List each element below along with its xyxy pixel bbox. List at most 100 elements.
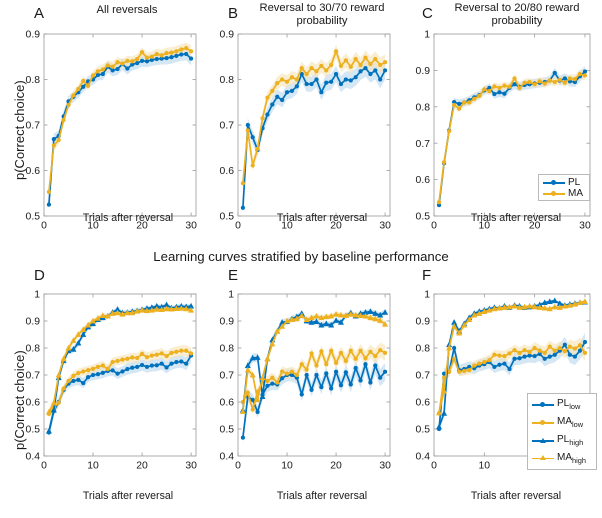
svg-text:0.5: 0.5 [416, 212, 431, 223]
svg-text:0.9: 0.9 [26, 317, 41, 328]
svg-text:0.4: 0.4 [416, 452, 431, 463]
svg-text:30: 30 [185, 221, 197, 232]
svg-text:0.7: 0.7 [220, 371, 235, 382]
panel-title-b: Reversal to 30/70 reward probability [259, 2, 385, 27]
svg-text:1: 1 [424, 290, 430, 301]
panel-letter-e: E [228, 267, 239, 284]
panel-letter-a: A [34, 5, 45, 22]
svg-text:30: 30 [379, 221, 391, 232]
svg-text:0.5: 0.5 [416, 425, 431, 436]
svg-text:0.9: 0.9 [220, 317, 235, 328]
svg-text:0.9: 0.9 [416, 66, 431, 77]
svg-text:0.9: 0.9 [26, 30, 41, 41]
svg-text:0.6: 0.6 [26, 398, 41, 409]
svg-text:0.6: 0.6 [220, 398, 235, 409]
svg-text:10: 10 [479, 221, 491, 232]
plot-panel-e: 0 10 20 30 0.4 0.5 0.6 0.7 0.8 0.9 1 [220, 290, 392, 472]
legend-bottom-label: PLhigh [557, 433, 584, 447]
legend-bottom-entry-mahigh[interactable]: MAhigh [532, 452, 592, 465]
svg-text:0.7: 0.7 [220, 121, 235, 132]
svg-text:0.5: 0.5 [220, 425, 235, 436]
panel-letter-d: D [34, 267, 45, 284]
svg-text:0: 0 [41, 221, 47, 232]
svg-text:1: 1 [228, 290, 234, 301]
legend-marker-circle-icon [532, 418, 554, 428]
panel-letter-f: F [422, 267, 432, 284]
section-title: Learning curves stratified by baseline p… [153, 249, 449, 264]
legend-bottom-label: PLlow [557, 398, 581, 412]
svg-text:0: 0 [235, 461, 241, 472]
x-axis-label-a: Trials after reversal [82, 212, 174, 224]
legend-bottom-entry-malow[interactable]: MAlow [532, 416, 592, 429]
plot-panel-d: 0 10 20 30 0.4 0.5 0.6 0.7 0.8 0.9 1 [26, 290, 198, 472]
plot-panel-a: 0 10 20 30 0.5 0.6 0.7 0.8 0.9 [26, 30, 198, 232]
svg-text:0.8: 0.8 [416, 102, 431, 113]
svg-text:0.6: 0.6 [416, 175, 431, 186]
svg-text:20: 20 [330, 221, 342, 232]
svg-text:30: 30 [185, 461, 197, 472]
legend-bottom-label: MAhigh [557, 451, 586, 465]
svg-text:0.4: 0.4 [26, 452, 41, 463]
legend-marker-circle-icon [543, 189, 565, 199]
svg-text:0.8: 0.8 [26, 75, 41, 86]
svg-text:10: 10 [87, 221, 99, 232]
svg-text:10: 10 [479, 461, 491, 472]
panel-letter-b: B [228, 5, 239, 22]
legend-bottom-entry-pllow[interactable]: PLlow [532, 398, 592, 411]
svg-text:10: 10 [281, 221, 293, 232]
svg-text:0.7: 0.7 [416, 371, 431, 382]
panel-title-a: All reversals [96, 4, 158, 16]
legend-marker-circle-icon [532, 400, 554, 410]
legend-bottom-entry-plhigh[interactable]: PLhigh [532, 434, 592, 447]
svg-text:0.9: 0.9 [416, 317, 431, 328]
x-axis-label-e: Trials after reversal [276, 490, 368, 502]
legend-top-label: MA [568, 188, 583, 199]
svg-text:0: 0 [431, 221, 437, 232]
legend-top[interactable]: PL MA [538, 174, 590, 201]
legend-bottom[interactable]: PLlow MAlow PLhigh MAhigh [527, 393, 597, 470]
plot-panel-c: 0 10 20 30 0.5 0.6 0.7 0.8 0.9 1 [416, 30, 591, 232]
svg-text:0.7: 0.7 [416, 139, 431, 150]
svg-text:0.6: 0.6 [416, 398, 431, 409]
plot-panel-b: 0 10 20 30 0.5 0.6 0.7 0.8 0.9 [220, 30, 392, 232]
panel-title-c: Reversal to 20/80 reward probability [454, 2, 580, 27]
svg-text:0.5: 0.5 [26, 212, 41, 223]
svg-text:0.6: 0.6 [220, 166, 235, 177]
legend-bottom-label: MAlow [557, 416, 584, 430]
svg-text:10: 10 [281, 461, 293, 472]
legend-marker-triangle-icon [532, 435, 554, 445]
svg-text:0.6: 0.6 [26, 166, 41, 177]
svg-text:0.5: 0.5 [220, 212, 235, 223]
svg-text:20: 20 [136, 221, 148, 232]
svg-text:0.8: 0.8 [220, 75, 235, 86]
svg-text:10: 10 [87, 461, 99, 472]
legend-top-entry-pl[interactable]: PL [543, 177, 585, 188]
svg-text:0.7: 0.7 [26, 371, 41, 382]
svg-text:0: 0 [431, 461, 437, 472]
svg-text:0.9: 0.9 [220, 30, 235, 41]
svg-text:0.7: 0.7 [26, 121, 41, 132]
svg-text:0: 0 [41, 461, 47, 472]
legend-marker-triangle-icon [532, 453, 554, 463]
svg-text:0: 0 [235, 221, 241, 232]
svg-text:20: 20 [136, 461, 148, 472]
svg-text:0.8: 0.8 [220, 344, 235, 355]
legend-marker-circle-icon [543, 178, 565, 188]
svg-text:20: 20 [330, 461, 342, 472]
svg-text:1: 1 [424, 30, 430, 41]
legend-top-label: PL [568, 177, 581, 188]
x-axis-label-f: Trials after reversal [470, 490, 562, 502]
svg-text:1: 1 [34, 290, 40, 301]
svg-text:0.5: 0.5 [26, 425, 41, 436]
svg-text:30: 30 [579, 221, 591, 232]
svg-text:0.8: 0.8 [416, 344, 431, 355]
svg-text:0.8: 0.8 [26, 344, 41, 355]
panel-letter-c: C [422, 5, 433, 22]
x-axis-label-b: Trials after reversal [276, 212, 368, 224]
x-axis-label-d: Trials after reversal [82, 490, 174, 502]
x-axis-label-c: Trials after reversal [470, 212, 562, 224]
svg-text:0.4: 0.4 [220, 452, 235, 463]
legend-top-entry-ma[interactable]: MA [543, 188, 585, 199]
